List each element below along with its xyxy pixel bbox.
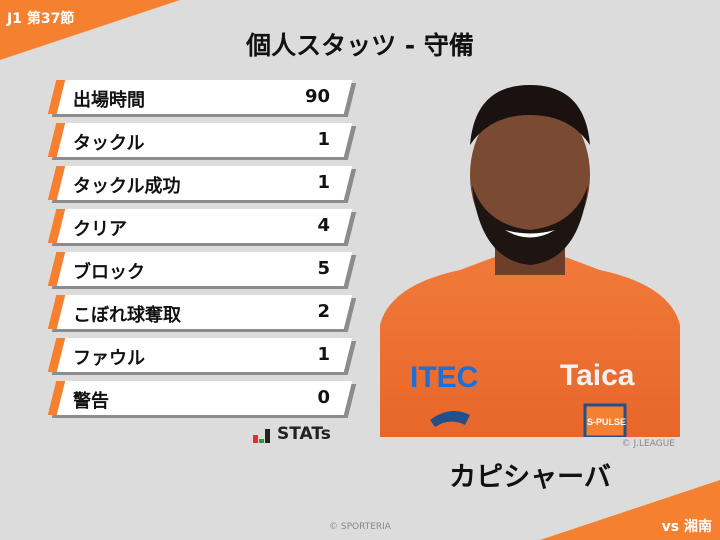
- stats-logo: STATs: [253, 425, 331, 443]
- stat-label: 出場時間: [73, 90, 145, 111]
- stat-row: タックル成功 1: [47, 166, 357, 203]
- stat-value: 5: [317, 258, 330, 279]
- bar-chart-icon: [253, 429, 270, 443]
- stat-row: ブロック 5: [47, 252, 357, 289]
- stat-label: こぼれ球奪取: [73, 305, 181, 326]
- stat-value: 2: [317, 301, 330, 322]
- svg-text:S-PULSE: S-PULSE: [587, 417, 626, 427]
- stat-label: ブロック: [73, 262, 145, 283]
- stats-list: 出場時間 90 タックル 1 タックル成功 1 クリア 4 ブロック 5 こぼれ球奪取 2 ファウル 1 警…: [47, 80, 357, 424]
- sponsor-1: ITEC: [410, 361, 478, 394]
- player-name: カピシャーバ: [449, 462, 611, 493]
- stat-label: タックル: [73, 133, 145, 154]
- stat-row: クリア 4: [47, 209, 357, 246]
- stat-row: こぼれ球奪取 2: [47, 295, 357, 332]
- copyright: © SPORTERIA: [329, 522, 391, 532]
- stat-value: 1: [317, 172, 330, 193]
- stat-label: タックル成功: [73, 176, 181, 197]
- stat-value: 4: [317, 215, 330, 236]
- stat-value: 1: [317, 344, 330, 365]
- sponsor-2: Taica: [560, 359, 635, 392]
- page-title: 個人スタッツ - 守備: [246, 31, 474, 60]
- stat-row: 出場時間 90: [47, 80, 357, 117]
- stat-row: ファウル 1: [47, 338, 357, 375]
- stat-label: 警告: [73, 391, 109, 412]
- stats-logo-text: STATs: [277, 424, 331, 444]
- opponent-label: vs 湘南: [661, 519, 712, 535]
- stat-value: 1: [317, 129, 330, 150]
- stat-row: 警告 0: [47, 381, 357, 418]
- stat-value: 90: [304, 86, 330, 107]
- stat-label: ファウル: [73, 348, 145, 369]
- player-photo: ITEC Taica S-PULSE: [380, 75, 680, 437]
- stat-row: タックル 1: [47, 123, 357, 160]
- round-label: J1 第37節: [7, 11, 75, 27]
- stat-label: クリア: [73, 219, 127, 240]
- stat-value: 0: [317, 387, 330, 408]
- photo-credit: © J.LEAGUE: [621, 439, 675, 449]
